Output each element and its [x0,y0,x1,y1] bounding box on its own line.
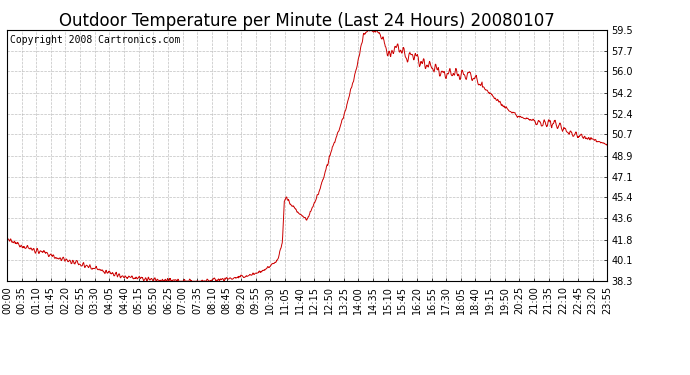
Title: Outdoor Temperature per Minute (Last 24 Hours) 20080107: Outdoor Temperature per Minute (Last 24 … [59,12,555,30]
Text: Copyright 2008 Cartronics.com: Copyright 2008 Cartronics.com [10,35,180,45]
